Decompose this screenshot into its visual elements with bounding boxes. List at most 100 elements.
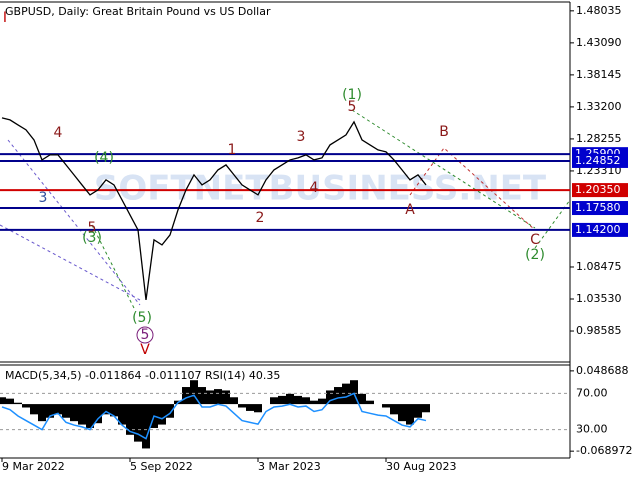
macd-bar [294, 395, 302, 405]
level-label: 1.24852 [575, 154, 621, 167]
wave-label: 3 [297, 129, 306, 145]
macd-bar [166, 404, 174, 418]
macd-bar [254, 404, 262, 413]
trend-line [91, 224, 136, 311]
macd-bar [62, 404, 70, 418]
macd-bar [214, 389, 222, 405]
y-tick-label: 1.03530 [576, 292, 622, 305]
wave-label: I [3, 10, 7, 26]
trend-line [0, 224, 141, 301]
level-box [572, 222, 628, 237]
y-tick-label: 1.28255 [576, 132, 622, 145]
macd-bar [54, 404, 62, 415]
y-tick-label: 1.33200 [576, 100, 622, 113]
level-label: 1.17580 [575, 201, 621, 214]
macd-bar [270, 397, 278, 405]
x-tick-label: 5 Sep 2022 [130, 460, 193, 473]
rsi-line [1, 392, 427, 440]
x-tick-label: 3 Mar 2023 [258, 460, 321, 473]
wave-label: 1 [228, 142, 237, 158]
rsi-tick-label: 30.00 [576, 423, 608, 436]
wave-label: (3) [82, 230, 102, 246]
wave-label: 3 [39, 190, 48, 206]
y-tick-label: 0.98585 [576, 324, 622, 337]
macd-bar [222, 390, 230, 405]
macd-bar [334, 387, 342, 405]
wave-label: (4) [94, 150, 114, 166]
macd-bar [310, 400, 318, 405]
macd-bar [390, 404, 398, 415]
wave-label: 4 [54, 125, 63, 141]
macd-bar [22, 404, 30, 408]
y-tick-label: 1.38145 [576, 68, 622, 81]
macd-bar [86, 404, 94, 428]
macd-bar [102, 404, 110, 415]
macd-tick-label: -0.068972 [576, 444, 632, 457]
macd-bar [398, 404, 406, 422]
macd-bar [302, 397, 310, 405]
trend-line [7, 139, 141, 306]
macd-bar [38, 404, 46, 422]
macd-bar [414, 404, 422, 418]
wave-label: 2 [256, 210, 265, 226]
macd-bar [366, 400, 374, 405]
x-tick-label: 30 Aug 2023 [386, 460, 456, 473]
macd-bar [6, 398, 14, 405]
macd-bar [70, 404, 78, 422]
level-box [572, 183, 628, 198]
macd-bar [182, 387, 190, 405]
macd-bar [358, 393, 366, 405]
wave-label: V [140, 342, 150, 358]
macd-bar [286, 393, 294, 405]
y-tick-label: 1.48035 [576, 4, 622, 17]
wave-label: C [530, 232, 540, 248]
wave-label: (2) [525, 247, 545, 263]
macd-bar [134, 404, 142, 442]
macd-bar [198, 387, 206, 405]
macd-bar [30, 404, 38, 415]
wave-label: 5 [88, 220, 97, 236]
macd-bar [14, 402, 22, 405]
price-line [1, 117, 427, 300]
macd-bar [126, 404, 134, 435]
macd-bar [94, 404, 102, 424]
y-tick-label: 1.08475 [576, 260, 622, 273]
y-tick-label: 1.43090 [576, 36, 622, 49]
macd-bar [422, 404, 430, 413]
macd-bar [350, 380, 358, 405]
macd-bar [0, 397, 6, 405]
rsi-tick-label: 70.00 [576, 386, 608, 399]
wave-label: 5 [141, 327, 150, 343]
watermark: SOFTNETBUSINESS.NET [94, 169, 547, 209]
level-box [572, 201, 628, 216]
macd-bar [46, 404, 54, 418]
wave-label: A [405, 202, 415, 218]
indicator-title: MACD(5,34,5) -0.011864 -0.011107 RSI(14)… [5, 369, 280, 382]
wave-label: 5 [348, 99, 357, 115]
wave-label: (1) [342, 87, 362, 103]
macd-bar [406, 404, 414, 425]
wave-circle [136, 326, 154, 344]
macd-bar [190, 380, 198, 405]
macd-bar [158, 404, 166, 425]
macd-bar [78, 404, 86, 425]
macd-bar [278, 395, 286, 405]
chart-title: GBPUSD, Daily: Great Britain Pound vs US… [5, 5, 271, 18]
wave-label: (5) [132, 310, 152, 326]
macd-bar [382, 404, 390, 408]
macd-bar [246, 404, 254, 411]
level-label: 1.20350 [575, 183, 621, 196]
wave-label: B [439, 124, 449, 140]
macd-bar [342, 383, 350, 405]
macd-bar [326, 390, 334, 405]
macd-bar [230, 397, 238, 405]
x-tick-label: 9 Mar 2022 [2, 460, 65, 473]
wave-label: 4 [310, 180, 319, 196]
level-label: 1.14200 [575, 223, 621, 236]
macd-bar [118, 404, 126, 425]
macd-bar [238, 404, 246, 408]
macd-bar [206, 390, 214, 405]
macd-tick-label: 0.048688 [576, 364, 629, 377]
macd-bar [318, 398, 326, 405]
